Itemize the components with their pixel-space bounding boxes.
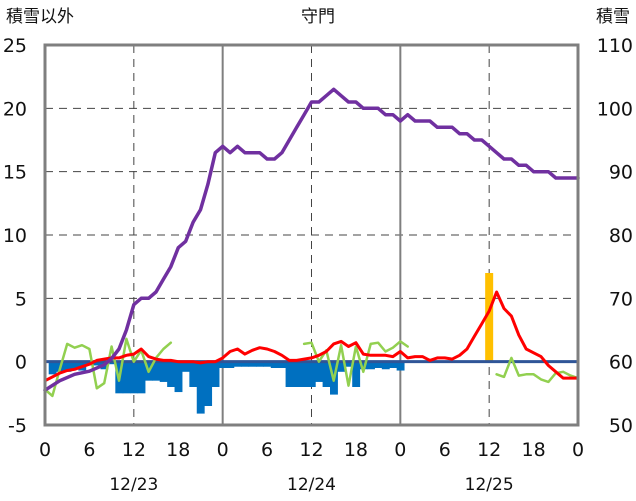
y-left-tick-label: 25 <box>3 35 27 57</box>
bar-negative <box>292 361 301 387</box>
bar-negative <box>248 361 257 367</box>
y-left-tick-label: -5 <box>8 415 27 437</box>
bar-negative <box>344 361 353 367</box>
bar-negative <box>152 361 161 381</box>
bar-negative <box>263 361 272 367</box>
bar-negative <box>122 361 131 394</box>
bar-negative <box>255 361 264 367</box>
bar-negative <box>174 361 183 393</box>
green-series-line <box>302 340 409 387</box>
bar-negative <box>396 361 405 371</box>
bar-negative <box>218 361 227 368</box>
y-right-tick-label: 60 <box>609 352 633 374</box>
bar-negative <box>352 361 361 387</box>
plot-frame <box>43 43 580 427</box>
bar-negative <box>130 361 139 394</box>
x-tick-label: 18 <box>166 439 190 461</box>
temperature-line <box>43 290 580 383</box>
bar-negative <box>367 361 375 370</box>
x-tick-label: 6 <box>261 439 273 461</box>
bar-negative <box>137 361 146 394</box>
y-left-ticks: 25 20 15 10 5 0 -5 <box>3 35 27 437</box>
y-right-label: 積雪 <box>596 7 630 27</box>
y-right-ticks: 110 100 90 80 70 60 50 <box>597 35 633 437</box>
bar-negative <box>337 361 346 372</box>
bar-negative <box>233 361 242 367</box>
x-tick-label: 12 <box>122 439 146 461</box>
x-tick-label: 18 <box>521 439 545 461</box>
bar-negative <box>63 361 72 372</box>
bar-negative <box>48 361 57 375</box>
bar-negative <box>196 361 205 414</box>
green-series-line <box>43 337 173 398</box>
bar-negative <box>226 361 235 368</box>
snow-depth-line <box>43 87 580 392</box>
bar-positive <box>485 273 494 362</box>
x-tick-label: 6 <box>83 439 95 461</box>
bar-negative <box>241 361 250 367</box>
bar-negative <box>70 361 79 370</box>
bar-negative <box>359 361 368 370</box>
bar-negative <box>211 361 220 387</box>
bar-negative <box>181 361 190 372</box>
chart-title: 守門 <box>301 7 335 27</box>
bar-negative <box>300 361 309 387</box>
bar-negative <box>381 361 390 370</box>
date-label: 12/24 <box>287 475 336 495</box>
bar-negative <box>315 361 324 382</box>
y-right-tick-label: 90 <box>609 162 633 184</box>
y-left-tick-label: 0 <box>15 352 27 374</box>
series-lines <box>43 87 580 398</box>
bar-negative <box>93 361 102 366</box>
y-left-tick-label: 10 <box>3 225 27 247</box>
y-left-tick-label: 20 <box>3 98 27 120</box>
bar-negative <box>159 361 168 382</box>
x-ticks: 0 6 12 18 0 6 12 18 0 6 12 18 0 <box>39 439 584 461</box>
bar-negative <box>189 361 198 387</box>
bar-negative <box>322 361 331 387</box>
bar-negative <box>389 361 398 368</box>
bar-negative <box>307 361 316 387</box>
date-label: 12/25 <box>465 475 514 495</box>
x-tick-label: 12 <box>299 439 323 461</box>
date-labels: 12/23 12/24 12/25 <box>109 475 513 495</box>
y-right-tick-label: 80 <box>609 225 633 247</box>
y-left-label: 積雪以外 <box>6 7 74 27</box>
bar-negative <box>374 361 383 368</box>
x-tick-label: 18 <box>344 439 368 461</box>
y-left-tick-label: 15 <box>3 162 27 184</box>
y-right-tick-label: 70 <box>609 288 633 310</box>
bar-negative <box>285 361 294 387</box>
x-tick-label: 0 <box>39 439 51 461</box>
green-series-line <box>495 356 580 384</box>
y-right-tick-label: 110 <box>597 35 633 57</box>
bar-negative <box>167 361 176 387</box>
x-tick-label: 0 <box>217 439 229 461</box>
x-tick-label: 6 <box>439 439 451 461</box>
y-right-tick-label: 50 <box>609 415 633 437</box>
x-tick-label: 0 <box>394 439 406 461</box>
x-tick-label: 0 <box>572 439 584 461</box>
bar-negative <box>278 361 287 368</box>
x-tick-label: 12 <box>477 439 501 461</box>
y-left-tick-label: 5 <box>15 288 27 310</box>
bar-negative <box>204 361 213 406</box>
date-label: 12/23 <box>109 475 158 495</box>
y-right-tick-label: 100 <box>597 98 633 120</box>
bar-negative <box>270 361 279 368</box>
